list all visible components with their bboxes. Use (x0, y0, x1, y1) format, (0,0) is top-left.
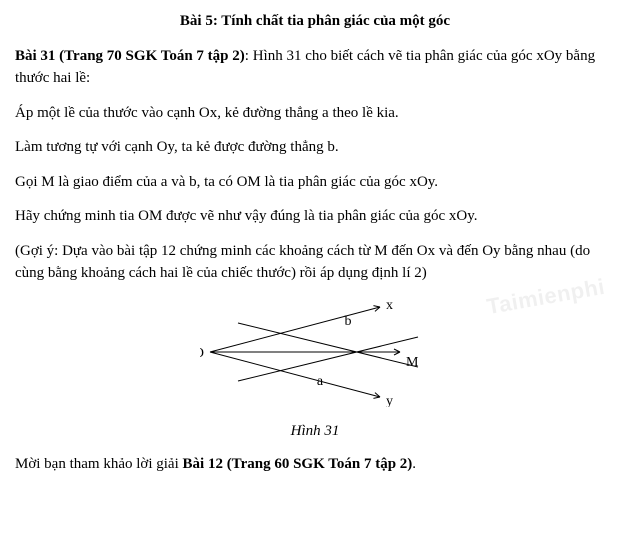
paragraph-3: Gọi M là giao điểm của a và b, ta có OM … (15, 171, 615, 194)
footer-prefix: Mời bạn tham khảo lời giải (15, 456, 183, 472)
svg-text:M: M (406, 355, 419, 370)
paragraph-4: Hãy chứng minh tia OM được vẽ như vậy đú… (15, 205, 615, 228)
svg-text:x: x (386, 298, 393, 313)
geometry-diagram: O Mx y a b (200, 297, 430, 407)
hint-paragraph: (Gợi ý: Dựa vào bài tập 12 chứng minh cá… (15, 240, 615, 285)
svg-text:a: a (317, 374, 324, 389)
paragraph-1: Áp một lề của thước vào cạnh Ox, kẻ đườn… (15, 102, 615, 125)
svg-text:b: b (345, 314, 352, 329)
problem-ref: Bài 31 (Trang 70 SGK Toán 7 tập 2) (15, 48, 245, 64)
diagram-caption: Hình 31 (15, 420, 615, 443)
paragraph-2: Làm tương tự với cạnh Oy, ta kẻ được đườ… (15, 136, 615, 159)
lesson-title: Bài 5: Tính chất tia phân giác của một g… (15, 10, 615, 33)
svg-text:y: y (386, 394, 393, 407)
diagram-container: O Mx y a b (15, 297, 615, 415)
footer-suffix: . (412, 456, 416, 472)
footer-link-text: Bài 12 (Trang 60 SGK Toán 7 tập 2) (183, 456, 413, 472)
problem-statement: Bài 31 (Trang 70 SGK Toán 7 tập 2): Hình… (15, 45, 615, 90)
footer-paragraph: Mời bạn tham khảo lời giải Bài 12 (Trang… (15, 453, 615, 476)
svg-text:O: O (200, 346, 204, 361)
